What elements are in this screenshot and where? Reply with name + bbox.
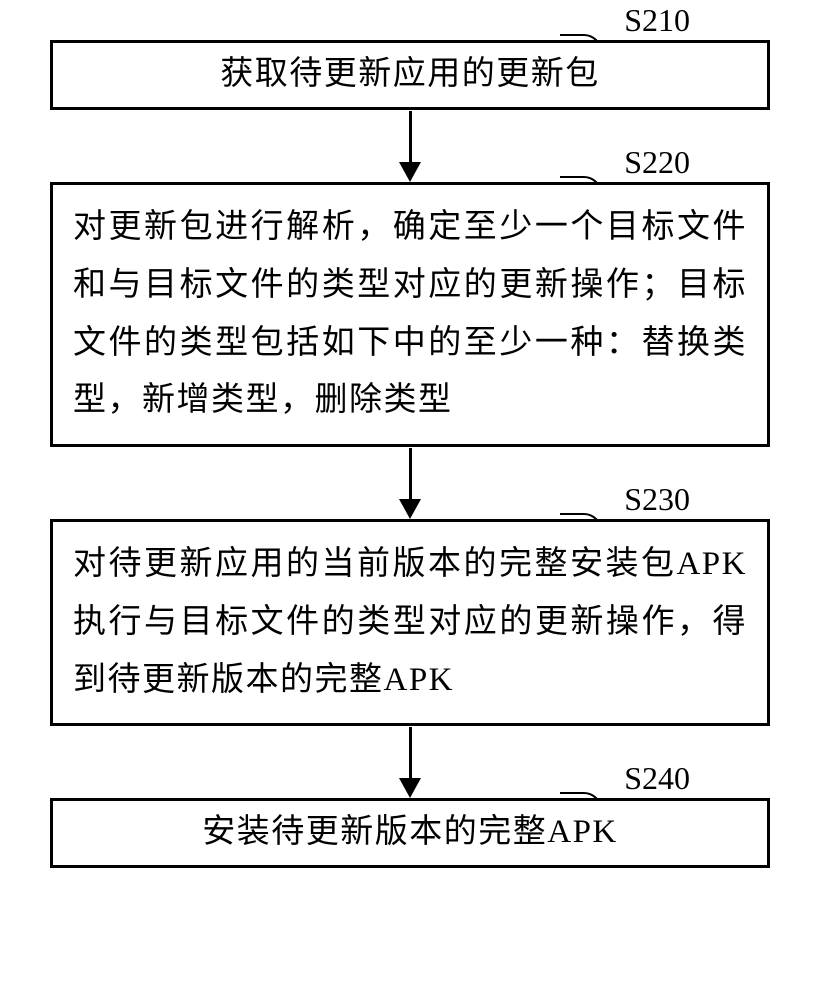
step-label-1: S210 <box>624 2 690 39</box>
flowchart-container: S210 获取待更新应用的更新包 S220 对更新包进行解析，确定至少一个目标文… <box>50 40 770 868</box>
step-label-2: S220 <box>624 144 690 181</box>
step-box-3: 对待更新应用的当前版本的完整安装包APK执行与目标文件的类型对应的更新操作，得到… <box>50 519 770 726</box>
step-text-2: 对更新包进行解析，确定至少一个目标文件和与目标文件的类型对应的更新操作；目标文件… <box>73 199 747 430</box>
step-text-4: 安装待更新版本的完整APK <box>202 804 618 862</box>
step-text-3: 对待更新应用的当前版本的完整安装包APK执行与目标文件的类型对应的更新操作，得到… <box>73 536 747 709</box>
step-box-4: 安装待更新版本的完整APK <box>50 798 770 868</box>
step-label-4: S240 <box>624 760 690 797</box>
step-label-3: S230 <box>624 481 690 518</box>
step-box-1: 获取待更新应用的更新包 <box>50 40 770 110</box>
step-box-2: 对更新包进行解析，确定至少一个目标文件和与目标文件的类型对应的更新操作；目标文件… <box>50 182 770 447</box>
step-text-1: 获取待更新应用的更新包 <box>220 46 600 104</box>
